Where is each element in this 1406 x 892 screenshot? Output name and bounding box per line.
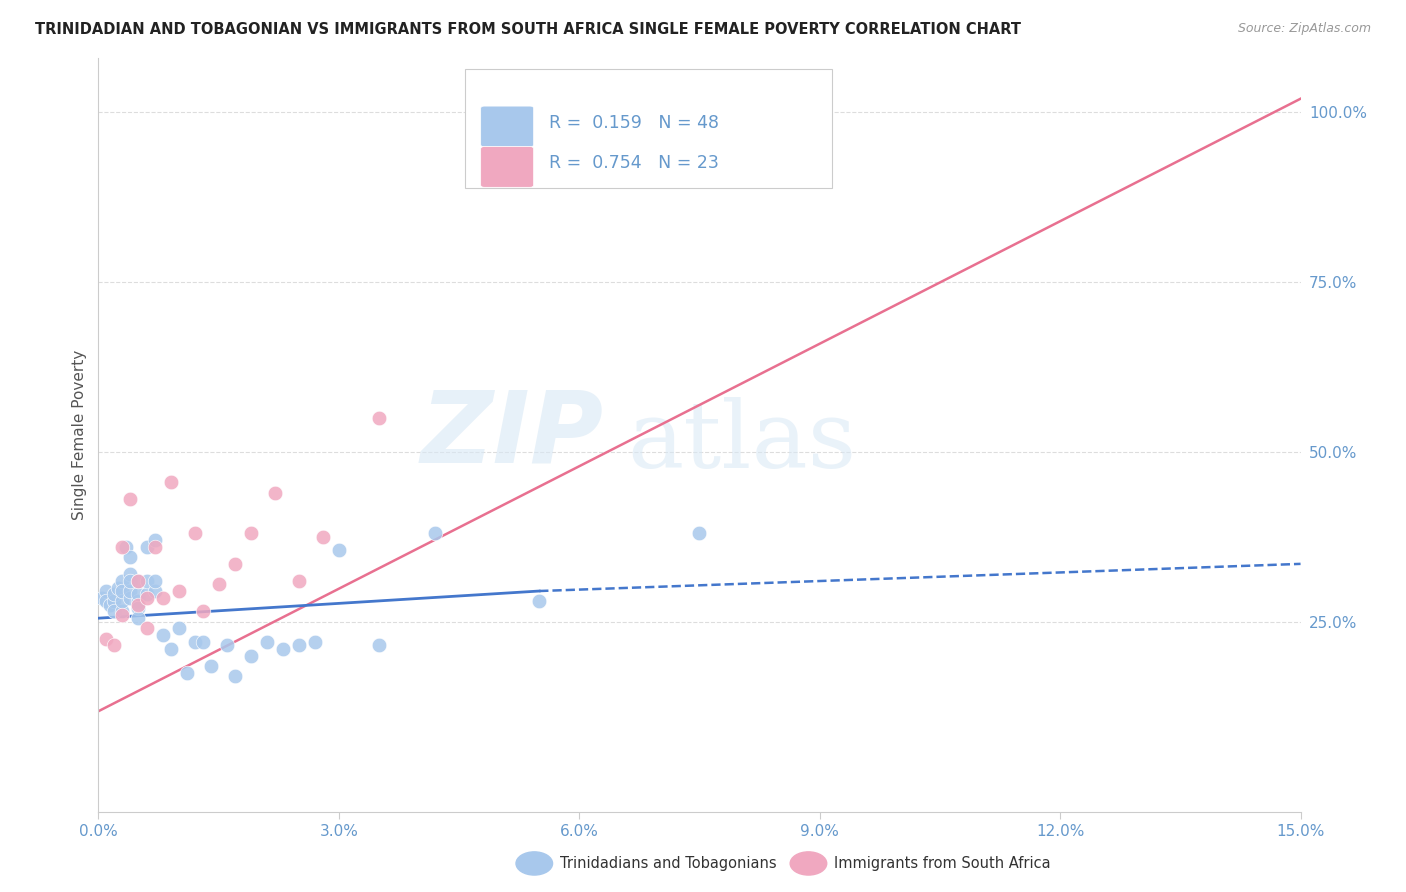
Point — [368, 638, 391, 652]
Point — [183, 635, 205, 649]
Point — [107, 581, 129, 595]
Point — [215, 638, 238, 652]
Point — [128, 598, 150, 612]
Point — [91, 591, 114, 605]
Text: R =  0.159   N = 48: R = 0.159 N = 48 — [550, 113, 720, 132]
Point — [143, 540, 166, 554]
Point — [111, 574, 134, 588]
Point — [143, 584, 166, 599]
Point — [423, 526, 446, 541]
Point — [128, 574, 150, 588]
Text: atlas: atlas — [627, 398, 856, 487]
Point — [128, 574, 150, 588]
Point — [120, 591, 142, 605]
Point — [135, 540, 157, 554]
Point — [304, 635, 326, 649]
Point — [288, 574, 311, 588]
Text: TRINIDADIAN AND TOBAGONIAN VS IMMIGRANTS FROM SOUTH AFRICA SINGLE FEMALE POVERTY: TRINIDADIAN AND TOBAGONIAN VS IMMIGRANTS… — [35, 22, 1021, 37]
Point — [263, 485, 285, 500]
Point — [111, 607, 134, 622]
Point — [152, 628, 174, 642]
Point — [191, 604, 214, 618]
Point — [159, 641, 181, 656]
Point — [176, 665, 198, 680]
Text: Source: ZipAtlas.com: Source: ZipAtlas.com — [1237, 22, 1371, 36]
Point — [328, 543, 350, 558]
Point — [111, 594, 134, 608]
Point — [529, 594, 551, 608]
Point — [115, 540, 138, 554]
Point — [120, 584, 142, 599]
Point — [256, 635, 278, 649]
Point — [103, 604, 125, 618]
Point — [224, 669, 246, 683]
Point — [135, 587, 157, 601]
Y-axis label: Single Female Poverty: Single Female Poverty — [72, 350, 87, 520]
Point — [111, 604, 134, 618]
Point — [143, 574, 166, 588]
Point — [288, 638, 311, 652]
Point — [111, 584, 134, 599]
Point — [111, 540, 134, 554]
Text: R =  0.754   N = 23: R = 0.754 N = 23 — [550, 154, 718, 172]
Text: Trinidadians and Tobagonians: Trinidadians and Tobagonians — [560, 856, 776, 871]
Bar — [465, 70, 832, 188]
Point — [120, 574, 142, 588]
Text: ZIP: ZIP — [420, 386, 603, 483]
Point — [103, 638, 125, 652]
Point — [271, 641, 294, 656]
Point — [128, 594, 150, 608]
Point — [167, 621, 190, 635]
Point — [135, 591, 157, 605]
Point — [135, 621, 157, 635]
Point — [224, 557, 246, 571]
Point — [128, 601, 150, 615]
Point — [143, 533, 166, 547]
Point — [152, 591, 174, 605]
Point — [96, 632, 118, 646]
Point — [128, 611, 150, 625]
Point — [183, 526, 205, 541]
Point — [312, 530, 335, 544]
Point — [191, 635, 214, 649]
Point — [208, 577, 231, 591]
Point — [135, 574, 157, 588]
Point — [167, 584, 190, 599]
Point — [128, 587, 150, 601]
Point — [120, 492, 142, 507]
Point — [103, 594, 125, 608]
Point — [648, 115, 671, 129]
Text: Immigrants from South Africa: Immigrants from South Africa — [834, 856, 1050, 871]
Point — [103, 587, 125, 601]
Point — [96, 594, 118, 608]
Point — [96, 584, 118, 599]
Point — [368, 410, 391, 425]
Point — [239, 648, 262, 663]
Point — [100, 598, 122, 612]
Point — [200, 658, 222, 673]
Point — [120, 550, 142, 565]
FancyBboxPatch shape — [481, 106, 534, 147]
FancyBboxPatch shape — [481, 146, 534, 187]
Point — [239, 526, 262, 541]
Point — [159, 475, 181, 490]
Point — [120, 567, 142, 582]
Point — [689, 526, 711, 541]
